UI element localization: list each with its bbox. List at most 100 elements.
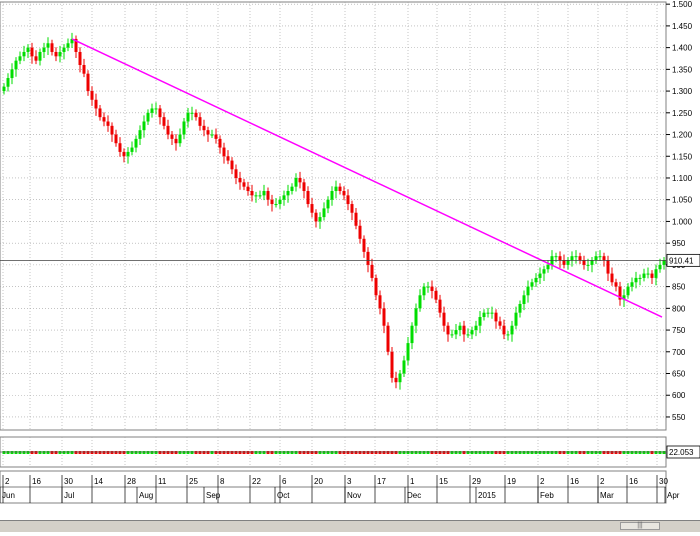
candle-up[interactable] <box>654 269 658 278</box>
candle-down[interactable] <box>94 99 98 109</box>
scroll-thumb[interactable]: ||| <box>620 522 660 530</box>
candle-down[interactable] <box>358 225 362 239</box>
candle-up[interactable] <box>282 195 286 200</box>
candle-up[interactable] <box>506 334 510 336</box>
candle-down[interactable] <box>266 191 270 200</box>
candle-up[interactable] <box>402 360 406 374</box>
candle-up[interactable] <box>290 186 294 192</box>
candle-up[interactable] <box>646 273 650 275</box>
candle-down[interactable] <box>234 169 238 178</box>
candle-up[interactable] <box>142 121 146 131</box>
candle-up[interactable] <box>254 195 258 197</box>
candle-down[interactable] <box>226 156 230 161</box>
candle-up[interactable] <box>590 260 594 265</box>
candle-down[interactable] <box>114 134 118 144</box>
candle-up[interactable] <box>410 325 414 344</box>
candle-up[interactable] <box>542 269 546 274</box>
candle-down[interactable] <box>238 177 242 183</box>
candle-down[interactable] <box>606 260 610 274</box>
candle-up[interactable] <box>406 343 410 361</box>
candle-up[interactable] <box>330 191 334 200</box>
candle-up[interactable] <box>26 47 30 52</box>
candle-down[interactable] <box>578 256 582 261</box>
candle-up[interactable] <box>138 130 142 139</box>
candle-up[interactable] <box>490 312 494 314</box>
candle-up[interactable] <box>66 43 70 48</box>
candle-down[interactable] <box>434 290 438 300</box>
candle-up[interactable] <box>14 60 18 70</box>
candle-up[interactable] <box>458 325 462 331</box>
candle-down[interactable] <box>206 130 210 135</box>
candle-down[interactable] <box>430 286 434 291</box>
candle-down[interactable] <box>78 51 82 66</box>
candle-down[interactable] <box>462 325 466 335</box>
candle-up[interactable] <box>186 112 190 122</box>
candle-down[interactable] <box>582 260 586 265</box>
candle-up[interactable] <box>334 186 338 192</box>
candle-up[interactable] <box>470 330 474 335</box>
candle-down[interactable] <box>306 191 310 205</box>
candle-up[interactable] <box>190 112 194 114</box>
candle-up[interactable] <box>634 277 638 283</box>
candle-down[interactable] <box>350 204 354 213</box>
candle-down[interactable] <box>610 273 614 283</box>
candle-down[interactable] <box>374 277 378 296</box>
candle-up[interactable] <box>466 334 470 336</box>
candle-up[interactable] <box>286 191 290 196</box>
candle-up[interactable] <box>622 295 626 300</box>
candle-up[interactable] <box>422 286 426 296</box>
candle-down[interactable] <box>170 134 174 139</box>
candle-up[interactable] <box>534 277 538 283</box>
candle-down[interactable] <box>54 51 58 57</box>
candle-down[interactable] <box>314 212 318 222</box>
candle-down[interactable] <box>106 121 110 126</box>
candle-up[interactable] <box>486 312 490 314</box>
candle-down[interactable] <box>338 186 342 192</box>
candle-up[interactable] <box>658 264 662 270</box>
candle-down[interactable] <box>386 325 390 352</box>
candle-up[interactable] <box>594 256 598 261</box>
candle-up[interactable] <box>566 260 570 265</box>
candle-down[interactable] <box>302 182 306 192</box>
candle-up[interactable] <box>294 177 298 187</box>
candle-up[interactable] <box>154 108 158 110</box>
candle-down[interactable] <box>86 73 90 92</box>
candle-down[interactable] <box>442 312 446 326</box>
candle-down[interactable] <box>650 273 654 278</box>
candle-up[interactable] <box>210 134 214 136</box>
candle-down[interactable] <box>354 212 358 226</box>
candle-down[interactable] <box>82 65 86 74</box>
candle-up[interactable] <box>414 308 418 326</box>
candle-up[interactable] <box>322 208 326 218</box>
candle-up[interactable] <box>70 38 74 44</box>
candle-down[interactable] <box>362 238 366 252</box>
candle-down[interactable] <box>558 256 562 261</box>
candle-down[interactable] <box>230 160 234 170</box>
candle-up[interactable] <box>130 147 134 152</box>
candle-down[interactable] <box>102 117 106 122</box>
candle-down[interactable] <box>218 138 222 148</box>
candle-up[interactable] <box>42 47 46 52</box>
candle-up[interactable] <box>18 56 22 61</box>
candle-up[interactable] <box>554 256 558 258</box>
candle-down[interactable] <box>118 143 122 152</box>
candle-up[interactable] <box>326 199 330 209</box>
candle-up[interactable] <box>630 282 634 287</box>
candle-down[interactable] <box>382 308 386 326</box>
candle-down[interactable] <box>342 191 346 196</box>
candle-up[interactable] <box>418 295 422 309</box>
candle-down[interactable] <box>250 191 254 196</box>
candle-down[interactable] <box>194 112 198 118</box>
candle-up[interactable] <box>150 108 154 113</box>
candle-down[interactable] <box>366 251 370 265</box>
candle-down[interactable] <box>74 38 78 52</box>
candle-up[interactable] <box>262 191 266 196</box>
candle-down[interactable] <box>270 199 274 205</box>
candle-up[interactable] <box>482 312 486 318</box>
candle-up[interactable] <box>318 217 322 222</box>
candle-down[interactable] <box>222 147 226 157</box>
candle-up[interactable] <box>570 256 574 261</box>
candle-down[interactable] <box>346 195 350 205</box>
